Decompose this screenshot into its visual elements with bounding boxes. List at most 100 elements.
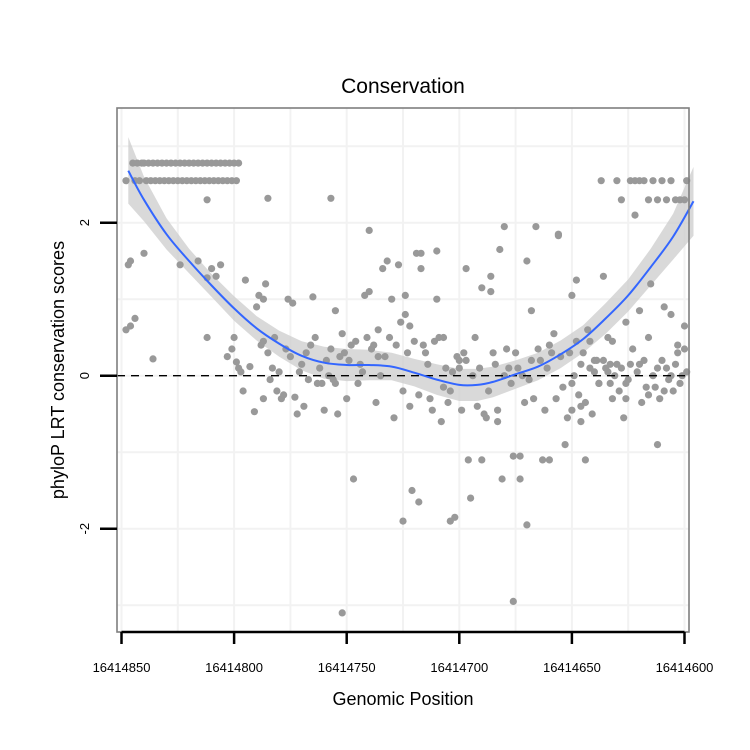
data-point xyxy=(676,379,684,387)
data-point xyxy=(516,475,524,483)
data-point xyxy=(293,410,301,418)
data-point xyxy=(518,372,527,380)
data-point xyxy=(446,387,454,395)
data-point xyxy=(304,376,312,384)
data-point xyxy=(494,418,502,426)
data-point xyxy=(496,245,504,254)
data-point xyxy=(503,345,511,353)
data-point xyxy=(635,360,644,368)
data-point xyxy=(509,452,517,460)
data-point xyxy=(289,299,297,307)
data-point xyxy=(266,376,274,384)
data-point xyxy=(674,341,682,349)
y-tick-label: 0 xyxy=(77,372,92,379)
data-point xyxy=(550,330,558,338)
data-point xyxy=(476,364,484,372)
data-point xyxy=(399,517,407,525)
data-point xyxy=(588,410,596,418)
data-point xyxy=(370,341,378,349)
data-point xyxy=(680,322,689,330)
x-tick-label: 16414850 xyxy=(93,660,151,675)
data-point xyxy=(653,441,662,449)
data-point xyxy=(376,372,385,380)
data-point xyxy=(131,314,139,322)
data-point xyxy=(462,356,470,364)
data-point xyxy=(464,456,472,464)
data-point xyxy=(568,406,576,414)
data-point xyxy=(606,379,614,387)
data-point xyxy=(237,368,245,376)
data-point xyxy=(259,337,267,345)
chart-title: Conservation xyxy=(341,75,465,98)
data-point xyxy=(658,356,666,364)
data-point xyxy=(536,356,545,364)
data-point xyxy=(124,261,132,269)
data-point xyxy=(135,177,144,185)
data-point xyxy=(428,406,436,414)
data-point xyxy=(259,295,267,303)
data-point xyxy=(208,265,216,273)
data-point xyxy=(365,226,373,234)
data-point xyxy=(543,364,551,372)
y-axis-label: phyloP LRT conservation scores xyxy=(48,241,68,499)
points xyxy=(122,159,691,617)
data-point xyxy=(417,265,425,273)
data-point xyxy=(307,341,315,349)
data-point xyxy=(383,257,391,265)
data-point xyxy=(530,395,538,403)
data-point xyxy=(392,341,400,349)
data-point xyxy=(667,310,675,319)
data-point xyxy=(570,372,578,380)
data-point xyxy=(545,341,554,349)
data-point xyxy=(259,395,267,403)
data-point xyxy=(660,303,668,311)
data-point xyxy=(581,456,590,464)
data-point xyxy=(295,368,303,376)
data-point xyxy=(358,368,367,376)
data-point xyxy=(408,486,416,495)
data-point xyxy=(644,196,653,204)
data-point xyxy=(541,406,549,414)
data-point xyxy=(511,349,520,357)
data-point xyxy=(228,345,236,353)
data-point xyxy=(500,223,508,231)
data-point xyxy=(658,177,666,185)
data-point xyxy=(126,322,135,330)
data-point xyxy=(620,414,628,422)
data-point xyxy=(394,261,403,269)
data-point xyxy=(374,326,382,334)
data-point xyxy=(651,383,659,391)
data-point xyxy=(615,387,623,395)
data-point xyxy=(241,276,249,284)
data-point xyxy=(471,333,479,342)
data-point xyxy=(525,376,533,384)
x-tick-label: 16414750 xyxy=(318,660,376,675)
data-point xyxy=(629,345,637,353)
data-point xyxy=(212,272,220,280)
data-point xyxy=(415,498,423,506)
data-point xyxy=(338,330,346,338)
data-point xyxy=(478,456,486,464)
data-point xyxy=(372,398,380,407)
data-point xyxy=(316,364,324,372)
data-point xyxy=(662,364,671,372)
data-point xyxy=(494,406,502,414)
data-point xyxy=(122,177,130,185)
data-point xyxy=(410,337,418,345)
data-point xyxy=(527,356,536,364)
data-point xyxy=(399,387,407,395)
data-point xyxy=(433,295,441,303)
data-point xyxy=(264,194,272,202)
data-point xyxy=(608,395,617,403)
data-point xyxy=(590,356,599,364)
data-point xyxy=(606,360,614,368)
data-point xyxy=(617,196,626,204)
data-point xyxy=(264,349,272,357)
data-point xyxy=(649,177,657,185)
data-point xyxy=(507,379,515,387)
data-point xyxy=(460,349,468,357)
data-point xyxy=(302,349,310,357)
data-point xyxy=(300,402,308,410)
data-point xyxy=(622,395,630,403)
